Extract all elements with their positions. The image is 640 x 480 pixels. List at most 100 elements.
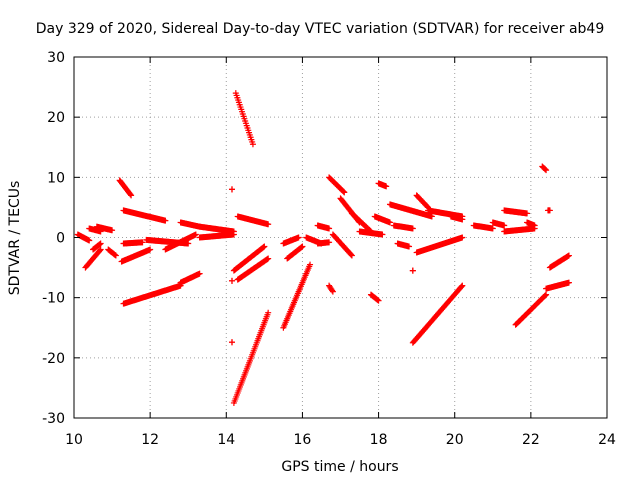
y-tick-label: 10 bbox=[47, 170, 65, 186]
data-track bbox=[228, 277, 235, 284]
data-track bbox=[90, 240, 104, 253]
data-track bbox=[196, 223, 237, 235]
data-point bbox=[260, 244, 267, 251]
data-point bbox=[543, 167, 550, 174]
data-point bbox=[265, 309, 272, 316]
data-track bbox=[447, 213, 466, 223]
data-track bbox=[162, 231, 199, 253]
data-track bbox=[375, 180, 390, 190]
x-axis-label: GPS time / hours bbox=[281, 459, 398, 475]
data-point bbox=[261, 243, 268, 250]
data-point bbox=[341, 189, 348, 196]
data-point bbox=[459, 282, 466, 289]
data-track bbox=[501, 207, 531, 217]
data-track bbox=[177, 219, 203, 230]
plot-frame bbox=[73, 56, 608, 419]
data-point bbox=[97, 246, 104, 253]
data-points bbox=[74, 90, 572, 406]
data-track bbox=[120, 239, 146, 247]
data-track bbox=[228, 339, 235, 346]
data-point bbox=[96, 241, 103, 248]
data-track bbox=[196, 231, 237, 241]
data-track bbox=[93, 223, 116, 234]
data-point bbox=[185, 240, 192, 247]
data-point bbox=[409, 267, 416, 274]
data-track bbox=[544, 207, 553, 214]
data-track bbox=[82, 246, 104, 271]
grid-lines bbox=[74, 57, 607, 418]
data-point bbox=[565, 252, 572, 259]
y-tick-label: 30 bbox=[47, 50, 65, 66]
y-tick-label: 0 bbox=[56, 231, 65, 247]
data-track bbox=[280, 234, 302, 247]
data-track bbox=[326, 174, 348, 196]
data-track bbox=[367, 291, 382, 304]
data-point bbox=[383, 183, 390, 190]
data-track bbox=[470, 222, 496, 232]
data-track bbox=[284, 243, 306, 262]
data-point bbox=[127, 191, 134, 198]
data-track bbox=[329, 231, 355, 259]
data-track bbox=[105, 246, 119, 259]
data-point bbox=[112, 251, 119, 258]
data-point bbox=[96, 247, 103, 254]
y-tick-label: 20 bbox=[47, 110, 65, 126]
chart-title: Day 329 of 2020, Sidereal Day-to-day VTE… bbox=[36, 21, 605, 37]
data-track bbox=[232, 90, 256, 148]
data-track bbox=[512, 291, 550, 328]
data-point bbox=[298, 244, 305, 251]
x-tick-label: 22 bbox=[522, 432, 540, 448]
data-point bbox=[386, 219, 393, 226]
data-point bbox=[489, 225, 496, 232]
data-point bbox=[543, 291, 550, 298]
x-tick-label: 24 bbox=[598, 432, 616, 448]
data-track bbox=[314, 222, 333, 232]
data-track bbox=[230, 243, 268, 274]
data-point bbox=[228, 339, 235, 346]
data-point bbox=[348, 252, 355, 259]
x-tick-label: 18 bbox=[370, 432, 388, 448]
y-axis-ticks: -30 -20 -10 0 10 20 30 bbox=[42, 50, 607, 427]
data-point bbox=[340, 188, 347, 195]
data-point bbox=[459, 234, 466, 241]
data-point bbox=[524, 210, 531, 217]
data-point bbox=[424, 203, 431, 210]
data-point bbox=[228, 277, 235, 284]
data-point bbox=[139, 239, 146, 246]
data-point bbox=[192, 231, 199, 238]
y-tick-label: -30 bbox=[42, 411, 65, 427]
data-point bbox=[565, 279, 572, 286]
data-track bbox=[120, 282, 184, 307]
x-tick-label: 12 bbox=[141, 432, 159, 448]
data-point bbox=[162, 217, 169, 224]
data-track bbox=[409, 267, 416, 274]
x-tick-label: 20 bbox=[446, 432, 464, 448]
data-track bbox=[118, 246, 154, 265]
data-track bbox=[116, 177, 135, 199]
data-point bbox=[329, 288, 336, 295]
data-track bbox=[80, 234, 93, 244]
y-tick-label: -20 bbox=[42, 351, 65, 367]
data-track bbox=[280, 261, 314, 331]
data-point bbox=[409, 225, 416, 232]
data-point bbox=[546, 207, 553, 214]
x-axis-ticks: 10 12 14 16 18 20 22 24 bbox=[65, 57, 616, 448]
data-track bbox=[314, 239, 333, 247]
y-tick-label: -10 bbox=[42, 291, 65, 307]
data-point bbox=[326, 239, 333, 246]
data-point bbox=[374, 297, 381, 304]
data-track bbox=[120, 207, 169, 224]
data-point bbox=[147, 246, 154, 253]
data-point bbox=[326, 225, 333, 232]
data-track bbox=[394, 240, 413, 250]
data-point bbox=[379, 231, 386, 238]
data-point bbox=[299, 243, 306, 250]
x-tick-label: 10 bbox=[65, 432, 83, 448]
data-track bbox=[390, 222, 416, 232]
data-track bbox=[543, 279, 572, 292]
data-track bbox=[413, 234, 466, 256]
data-track bbox=[234, 255, 272, 283]
data-track bbox=[489, 219, 508, 229]
data-point bbox=[375, 297, 382, 304]
data-track bbox=[425, 207, 466, 220]
